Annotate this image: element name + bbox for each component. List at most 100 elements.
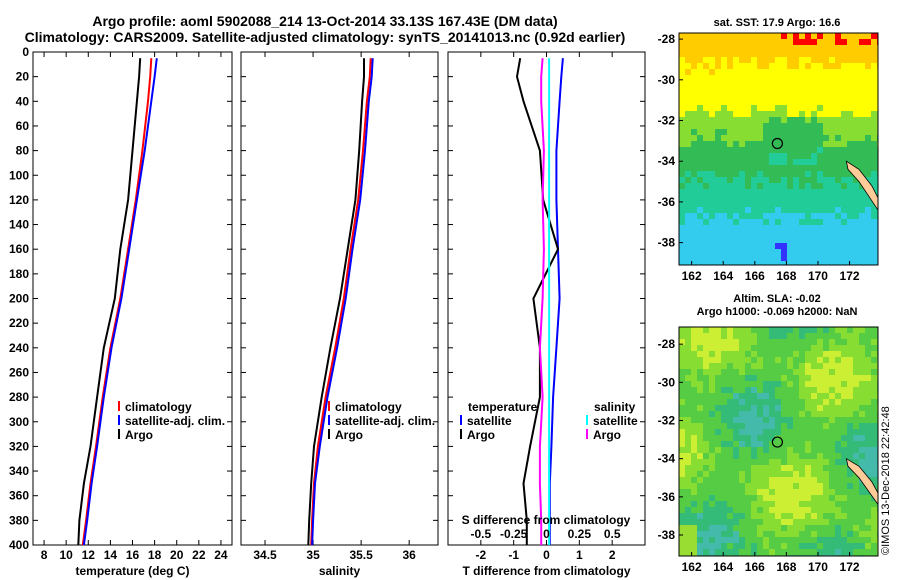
sla_map-cell	[865, 507, 871, 513]
sla_map-cell	[751, 489, 757, 495]
sst_map-cell	[715, 249, 721, 255]
sst_map-cell	[739, 213, 745, 219]
sla_map-cell	[715, 357, 721, 363]
sst_map-cell	[763, 141, 769, 147]
sst_map-cell	[721, 243, 727, 249]
sst_map-cell	[811, 87, 817, 93]
sla_map-cell	[817, 459, 823, 465]
sla_map-cell	[685, 417, 691, 423]
sst_map-cell	[703, 153, 709, 159]
diff-sal-legend-entry: satellite	[593, 414, 638, 428]
sst_map-cell	[829, 255, 835, 261]
sst_map-cell	[775, 147, 781, 153]
sst_map-cell	[727, 165, 733, 171]
sst_map-cell	[775, 249, 781, 255]
sst_map-cell	[847, 195, 853, 201]
sla_map-cell	[829, 357, 835, 363]
sla_map-cell	[697, 375, 703, 381]
sla_map-cell	[769, 471, 775, 477]
sst_map-cell	[787, 165, 793, 171]
sla_map-cell	[787, 381, 793, 387]
sst_map-cell	[841, 213, 847, 219]
sst_map-cell	[751, 189, 757, 195]
sla_map-cell	[787, 357, 793, 363]
sst_map-cell	[757, 153, 763, 159]
sla_map-cell	[805, 459, 811, 465]
sla_map-cell	[829, 387, 835, 393]
sla_map-cell	[835, 483, 841, 489]
sla_map-cell	[817, 387, 823, 393]
temperature-xlabel: temperature (deg C)	[75, 564, 189, 578]
sst_map-cell	[811, 75, 817, 81]
sst_map-cell	[709, 81, 715, 87]
sst_map-cell	[757, 57, 763, 63]
sst_map-cell	[721, 57, 727, 63]
sst_map-cell	[733, 183, 739, 189]
sla_map-cell	[799, 459, 805, 465]
sst_map-cell	[703, 57, 709, 63]
sst_map-cell	[703, 171, 709, 177]
sst_map-cell	[751, 237, 757, 243]
sla_map-cell	[769, 501, 775, 507]
sla_map-cell	[757, 453, 763, 459]
sst_map-cell	[745, 69, 751, 75]
sla_map-cell	[787, 483, 793, 489]
sst_map-cell	[733, 87, 739, 93]
sla_map-cell	[685, 369, 691, 375]
sst_map-cell	[811, 261, 817, 265]
sla_map-cell	[793, 483, 799, 489]
sst_map-cell	[715, 75, 721, 81]
sst_map-cell	[853, 189, 859, 195]
sla_map-cell	[703, 453, 709, 459]
sst_map-cell	[841, 261, 847, 265]
sst_map-cell	[685, 51, 691, 57]
sla_map-cell	[841, 387, 847, 393]
sla_map-cell	[817, 549, 823, 555]
sst_map-cell	[841, 183, 847, 189]
sla_map-cell	[841, 327, 847, 333]
sst_map-cell	[775, 159, 781, 165]
sla_map-cell	[685, 513, 691, 519]
sla_map-cell	[703, 327, 709, 333]
sst_map-cell	[739, 45, 745, 51]
sla_map-cell	[859, 543, 865, 549]
sla_map-cell	[763, 483, 769, 489]
sst_map-cell	[709, 219, 715, 225]
sla_map-cell	[733, 333, 739, 339]
sla_map-cell	[727, 489, 733, 495]
sla_map-cell	[745, 513, 751, 519]
sst_map-cell	[691, 99, 697, 105]
sst_map-cell	[703, 207, 709, 213]
sla_map-cell	[793, 339, 799, 345]
sla_map-cell	[817, 333, 823, 339]
sst_map-cell	[703, 63, 709, 69]
sla_map-cell	[781, 447, 787, 453]
sst_map-cell	[835, 177, 841, 183]
sst_map-cell	[763, 213, 769, 219]
sst_map-cell	[691, 261, 697, 265]
sst_map-cell	[799, 255, 805, 261]
sla_map-cell	[745, 375, 751, 381]
sla_map-cell	[829, 537, 835, 543]
sst_map-cell	[739, 105, 745, 111]
sst_map-cell	[835, 117, 841, 123]
sla_map-cell	[685, 549, 691, 555]
sla_map-cell	[697, 483, 703, 489]
sst_map-cell	[847, 57, 853, 63]
sla_map-cell	[793, 465, 799, 471]
sst_map-cell	[763, 39, 769, 45]
sla_map-cell	[853, 525, 859, 531]
sst_map-cell	[769, 81, 775, 87]
sla_map-cell	[871, 531, 877, 537]
sla_map-cell	[739, 399, 745, 405]
sla_map-cell	[805, 501, 811, 507]
sla_map-cell	[823, 363, 829, 369]
sla_map-cell	[865, 345, 871, 351]
sla_map-cell	[787, 327, 793, 333]
sst_map-cell	[781, 189, 787, 195]
sst_map-cell	[799, 261, 805, 265]
sla_map-cell	[715, 339, 721, 345]
depth-tick-label: 260	[9, 365, 29, 379]
sla_map-cell	[691, 423, 697, 429]
sla_map-cell	[757, 411, 763, 417]
